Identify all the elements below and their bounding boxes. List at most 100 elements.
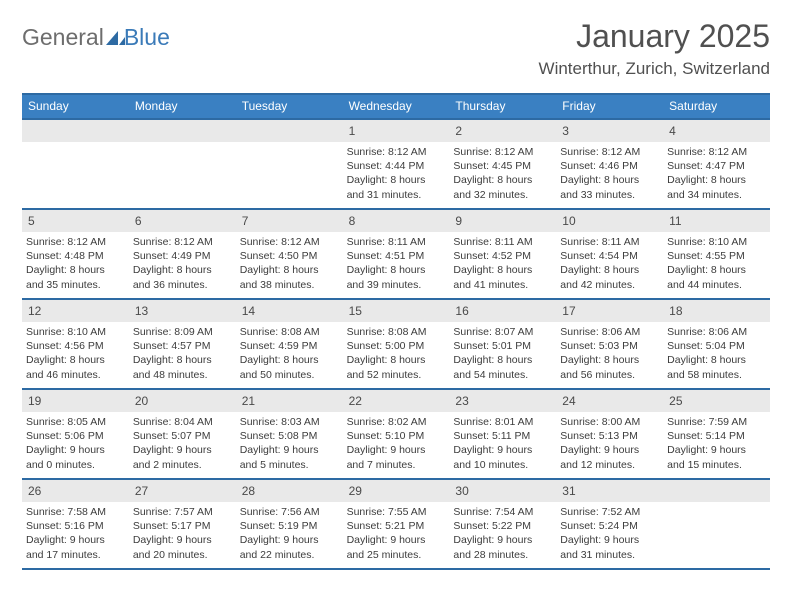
day-body: Sunrise: 8:12 AMSunset: 4:50 PMDaylight:… bbox=[240, 232, 339, 292]
daynum-row: 9 bbox=[449, 210, 556, 232]
sunrise-line: Sunrise: 7:58 AM bbox=[26, 505, 125, 519]
location: Winterthur, Zurich, Switzerland bbox=[539, 59, 770, 79]
day-number: 24 bbox=[562, 394, 575, 408]
daylight-line: Daylight: 8 hours bbox=[667, 263, 766, 277]
daylight-line: and 20 minutes. bbox=[133, 548, 232, 562]
day-body: Sunrise: 8:07 AMSunset: 5:01 PMDaylight:… bbox=[453, 322, 552, 382]
sunset-line: Sunset: 5:11 PM bbox=[453, 429, 552, 443]
sunrise-line: Sunrise: 7:54 AM bbox=[453, 505, 552, 519]
weekday-thu: Thursday bbox=[449, 95, 556, 118]
day-number: 23 bbox=[455, 394, 468, 408]
week-row: 12Sunrise: 8:10 AMSunset: 4:56 PMDayligh… bbox=[22, 300, 770, 390]
daynum-row: 15 bbox=[343, 300, 450, 322]
sunset-line: Sunset: 5:22 PM bbox=[453, 519, 552, 533]
daynum-row: 1 bbox=[343, 120, 450, 142]
daylight-line: Daylight: 9 hours bbox=[453, 443, 552, 457]
sunset-line: Sunset: 4:47 PM bbox=[667, 159, 766, 173]
sunset-line: Sunset: 5:03 PM bbox=[560, 339, 659, 353]
daynum-row: 22 bbox=[343, 390, 450, 412]
day-cell: 30Sunrise: 7:54 AMSunset: 5:22 PMDayligh… bbox=[449, 480, 556, 568]
daynum-row: . bbox=[236, 120, 343, 142]
daylight-line: Daylight: 8 hours bbox=[240, 263, 339, 277]
daynum-row: 6 bbox=[129, 210, 236, 232]
daylight-line: and 38 minutes. bbox=[240, 278, 339, 292]
sunset-line: Sunset: 4:57 PM bbox=[133, 339, 232, 353]
day-number: 21 bbox=[242, 394, 255, 408]
day-cell: . bbox=[236, 120, 343, 208]
day-body: Sunrise: 8:08 AMSunset: 5:00 PMDaylight:… bbox=[347, 322, 446, 382]
daylight-line: and 17 minutes. bbox=[26, 548, 125, 562]
daynum-row: 5 bbox=[22, 210, 129, 232]
daylight-line: and 46 minutes. bbox=[26, 368, 125, 382]
day-number: 19 bbox=[28, 394, 41, 408]
daynum-row: 20 bbox=[129, 390, 236, 412]
daynum-row: 21 bbox=[236, 390, 343, 412]
weekday-mon: Monday bbox=[129, 95, 236, 118]
day-body: Sunrise: 8:11 AMSunset: 4:52 PMDaylight:… bbox=[453, 232, 552, 292]
daylight-line: Daylight: 8 hours bbox=[453, 353, 552, 367]
day-body: Sunrise: 8:12 AMSunset: 4:44 PMDaylight:… bbox=[347, 142, 446, 202]
daynum-row: 28 bbox=[236, 480, 343, 502]
day-number: 22 bbox=[349, 394, 362, 408]
sunrise-line: Sunrise: 8:07 AM bbox=[453, 325, 552, 339]
day-cell: 23Sunrise: 8:01 AMSunset: 5:11 PMDayligh… bbox=[449, 390, 556, 478]
day-cell: 6 Sunrise: 8:12 AMSunset: 4:49 PMDaylight… bbox=[129, 210, 236, 298]
day-body: Sunrise: 8:12 AMSunset: 4:45 PMDaylight:… bbox=[453, 142, 552, 202]
day-body bbox=[240, 142, 339, 145]
day-number: 25 bbox=[669, 394, 682, 408]
daylight-line: and 36 minutes. bbox=[133, 278, 232, 292]
daylight-line: and 42 minutes. bbox=[560, 278, 659, 292]
daylight-line: Daylight: 9 hours bbox=[560, 443, 659, 457]
sunset-line: Sunset: 5:21 PM bbox=[347, 519, 446, 533]
day-number: 6 bbox=[135, 214, 142, 228]
day-body: Sunrise: 7:52 AMSunset: 5:24 PMDaylight:… bbox=[560, 502, 659, 562]
daylight-line: and 52 minutes. bbox=[347, 368, 446, 382]
daynum-row: 30 bbox=[449, 480, 556, 502]
daylight-line: and 2 minutes. bbox=[133, 458, 232, 472]
daynum-row: 16 bbox=[449, 300, 556, 322]
day-cell: 21 Sunrise: 8:03 AMSunset: 5:08 PMDayligh… bbox=[236, 390, 343, 478]
sunrise-line: Sunrise: 7:52 AM bbox=[560, 505, 659, 519]
daylight-line: and 7 minutes. bbox=[347, 458, 446, 472]
daylight-line: and 54 minutes. bbox=[453, 368, 552, 382]
day-cell: 3 Sunrise: 8:12 AMSunset: 4:46 PMDaylight… bbox=[556, 120, 663, 208]
sunset-line: Sunset: 4:48 PM bbox=[26, 249, 125, 263]
daynum-row: 27 bbox=[129, 480, 236, 502]
sunset-line: Sunset: 4:51 PM bbox=[347, 249, 446, 263]
day-body: Sunrise: 8:11 AMSunset: 4:51 PMDaylight:… bbox=[347, 232, 446, 292]
sunset-line: Sunset: 4:50 PM bbox=[240, 249, 339, 263]
sunset-line: Sunset: 4:44 PM bbox=[347, 159, 446, 173]
week-row: ...1Sunrise: 8:12 AMSunset: 4:44 PMDayli… bbox=[22, 120, 770, 210]
day-cell: 22Sunrise: 8:02 AMSunset: 5:10 PMDayligh… bbox=[343, 390, 450, 478]
sunrise-line: Sunrise: 8:11 AM bbox=[347, 235, 446, 249]
day-number: 5 bbox=[28, 214, 35, 228]
daynum-row: 26 bbox=[22, 480, 129, 502]
sunrise-line: Sunrise: 7:57 AM bbox=[133, 505, 232, 519]
daylight-line: Daylight: 8 hours bbox=[453, 263, 552, 277]
brand-logo: General Blue bbox=[22, 18, 170, 51]
day-body: Sunrise: 8:03 AMSunset: 5:08 PMDaylight:… bbox=[240, 412, 339, 472]
sunrise-line: Sunrise: 8:00 AM bbox=[560, 415, 659, 429]
daynum-row: 25 bbox=[663, 390, 770, 412]
day-number: 11 bbox=[669, 214, 681, 228]
day-number: 3 bbox=[562, 124, 569, 138]
sunrise-line: Sunrise: 8:02 AM bbox=[347, 415, 446, 429]
daylight-line: and 5 minutes. bbox=[240, 458, 339, 472]
weekday-tue: Tuesday bbox=[236, 95, 343, 118]
day-number: 10 bbox=[562, 214, 575, 228]
day-body: Sunrise: 7:59 AMSunset: 5:14 PMDaylight:… bbox=[667, 412, 766, 472]
day-body: Sunrise: 8:06 AMSunset: 5:04 PMDaylight:… bbox=[667, 322, 766, 382]
sunrise-line: Sunrise: 8:11 AM bbox=[560, 235, 659, 249]
day-cell: 28Sunrise: 7:56 AMSunset: 5:19 PMDayligh… bbox=[236, 480, 343, 568]
day-body: Sunrise: 8:12 AMSunset: 4:46 PMDaylight:… bbox=[560, 142, 659, 202]
day-body: Sunrise: 8:11 AMSunset: 4:54 PMDaylight:… bbox=[560, 232, 659, 292]
day-cell: 20Sunrise: 8:04 AMSunset: 5:07 PMDayligh… bbox=[129, 390, 236, 478]
sunrise-line: Sunrise: 8:08 AM bbox=[240, 325, 339, 339]
day-body: Sunrise: 8:06 AMSunset: 5:03 PMDaylight:… bbox=[560, 322, 659, 382]
day-body: Sunrise: 8:12 AMSunset: 4:49 PMDaylight:… bbox=[133, 232, 232, 292]
daynum-row: 31 bbox=[556, 480, 663, 502]
sunrise-line: Sunrise: 8:11 AM bbox=[453, 235, 552, 249]
daylight-line: Daylight: 9 hours bbox=[347, 443, 446, 457]
daynum-row: . bbox=[663, 480, 770, 502]
day-cell: 25 Sunrise: 7:59 AMSunset: 5:14 PMDayligh… bbox=[663, 390, 770, 478]
